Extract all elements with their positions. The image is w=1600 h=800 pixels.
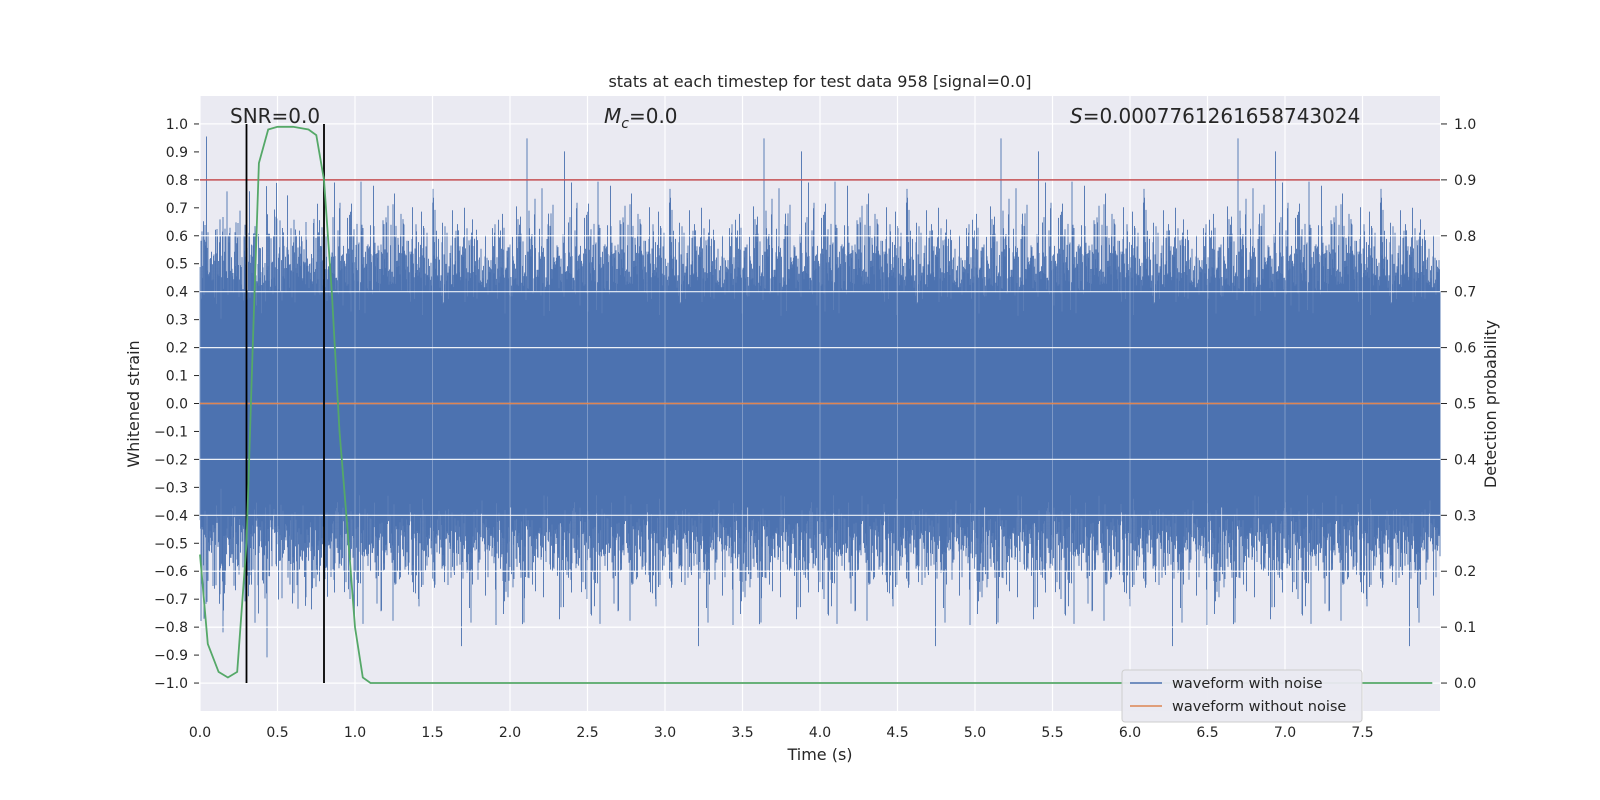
y-left-tick-label: −0.1 [154,424,188,440]
x-tick-label: 7.5 [1351,725,1373,741]
y-left-tick-label: −0.6 [154,564,188,580]
s-annotation: S=0.0007761261658743024 [1070,104,1360,128]
y-left-tick-label: 0.9 [166,145,188,161]
snr-annotation: SNR=0.0 [230,104,320,128]
x-tick-label: 2.5 [576,725,598,741]
y-left-tick-label: 0.5 [166,257,188,273]
detection-probability-line [199,125,1433,684]
x-tick-label: 4.0 [809,725,831,741]
x-tick-label: 1.0 [344,725,366,741]
legend: waveform with noise waveform without noi… [1121,669,1363,723]
chirp-mass-annotation: Mc=0.0 [604,104,678,132]
chirp-mass-symbol: M [604,104,621,128]
y-right-tick-label: 0.3 [1454,508,1476,524]
y-right-tick-label: 0.4 [1454,452,1476,468]
y-left-tick-label: 0.0 [166,397,188,413]
y-right-tick-label: 0.2 [1454,564,1476,580]
x-tick-label: 6.0 [1119,725,1141,741]
y-left-tick-label: −0.7 [154,592,188,608]
x-tick-label: 7.0 [1274,725,1296,741]
x-tick-label: 3.0 [654,725,676,741]
x-tick-label: 0.5 [266,725,288,741]
y-right-tick-label: 1.0 [1454,117,1476,133]
chirp-mass-value: =0.0 [629,104,678,128]
chirp-mass-subscript: c [621,116,629,132]
y-left-tick-label: −0.8 [154,620,188,636]
y-right-tick-label: 0.9 [1454,173,1476,189]
y-left-tick-label: 0.1 [166,369,188,385]
y-axis-label-left: Whitened strain [124,340,143,467]
y-left-tick-label: 0.6 [166,229,188,245]
y-right-tick-label: 0.7 [1454,285,1476,301]
y-left-tick-label: 0.3 [166,313,188,329]
y-left-tick-label: 1.0 [166,117,188,133]
y-left-tick-label: −0.2 [154,452,188,468]
s-symbol: S [1070,104,1083,128]
x-tick-label: 5.0 [964,725,986,741]
y-left-tick-label: 0.8 [166,173,188,189]
x-tick-label: 1.5 [421,725,443,741]
tick-labels: 0.0 0.5 1.0 1.5 2.0 2.5 3.0 3.5 4.0 4.5 5.0 5.5 6.0 6… [154,117,1476,741]
y-left-tick-label: −0.9 [154,648,188,664]
y-right-tick-label: 0.5 [1454,397,1476,413]
x-tick-label: 4.5 [886,725,908,741]
legend-label-with-noise: waveform with noise [1172,676,1323,692]
y-right-tick-label: 0.6 [1454,341,1476,357]
y-left-tick-label: −0.4 [154,508,188,524]
chart-title: stats at each timestep for test data 958… [608,72,1031,91]
y-left-tick-label: −1.0 [154,676,188,692]
y-left-tick-label: −0.3 [154,480,188,496]
x-tick-label: 6.5 [1196,725,1218,741]
legend-box [1121,669,1363,723]
y-left-tick-label: 0.7 [166,201,188,217]
x-axis-label: Time (s) [786,745,852,764]
y-right-tick-label: 0.8 [1454,229,1476,245]
x-tick-label: 3.5 [731,725,753,741]
x-tick-label: 5.5 [1041,725,1063,741]
y-left-tick-label: −0.5 [154,536,188,552]
y-right-tick-label: 0.0 [1454,676,1476,692]
y-axis-label-right: Detection probability [1481,320,1500,488]
x-tick-label: 0.0 [189,725,211,741]
s-value: =0.0007761261658743024 [1083,104,1361,128]
x-tick-label: 2.0 [499,725,521,741]
y-left-tick-label: 0.4 [166,285,188,301]
y-right-tick-label: 0.1 [1454,620,1476,636]
y-left-tick-label: 0.2 [166,341,188,357]
legend-label-without-noise: waveform without noise [1172,699,1346,715]
